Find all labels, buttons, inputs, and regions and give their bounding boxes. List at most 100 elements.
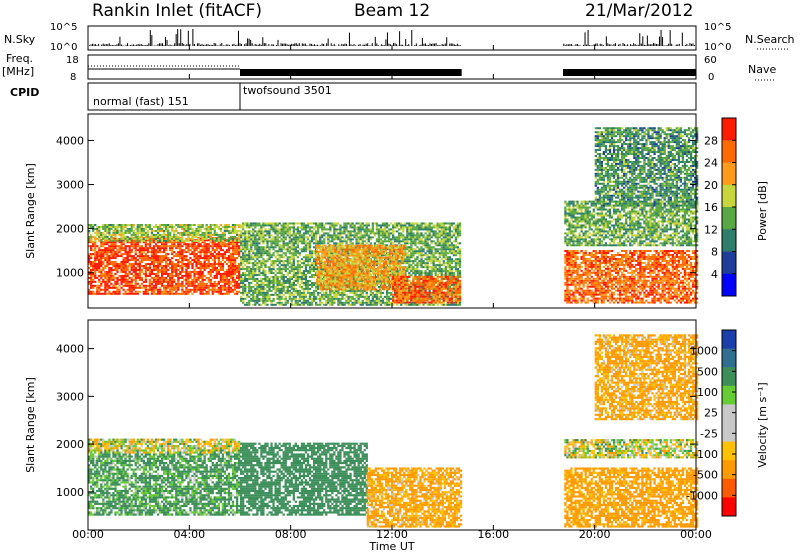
heatmap-cell xyxy=(313,258,315,260)
heatmap-cell xyxy=(157,251,159,253)
heatmap-cell xyxy=(228,238,230,240)
heatmap-cell xyxy=(151,269,153,271)
heatmap-cell xyxy=(313,276,315,278)
heatmap-cell xyxy=(264,222,266,224)
heatmap-cell xyxy=(167,279,169,281)
heatmap-cell xyxy=(303,302,305,304)
heatmap-cell xyxy=(153,247,155,249)
cpid-mode-2: twofsound 3501 xyxy=(243,84,332,97)
heatmap-cell xyxy=(295,268,297,270)
heatmap-cell xyxy=(212,285,214,287)
heatmap-cell xyxy=(191,240,193,242)
heatmap-cell xyxy=(372,304,374,306)
heatmap-cell xyxy=(157,293,159,295)
heatmap-cell xyxy=(98,269,100,271)
heatmap-cell xyxy=(122,238,124,240)
heatmap-cell xyxy=(293,274,295,276)
heatmap-cell xyxy=(98,228,100,230)
heatmap-cell xyxy=(279,294,281,296)
heatmap-cell xyxy=(366,234,368,236)
heatmap-cell xyxy=(283,268,285,270)
heatmap-cell xyxy=(131,251,133,253)
heatmap-cell xyxy=(163,255,165,257)
heatmap-cell xyxy=(193,240,195,242)
heatmap-cell xyxy=(161,224,163,226)
heatmap-cell xyxy=(114,243,116,245)
heatmap-cell xyxy=(230,271,232,273)
heatmap-cell xyxy=(161,269,163,271)
heatmap-cell xyxy=(163,240,165,242)
heatmap-cell xyxy=(339,230,341,232)
heatmap-cell xyxy=(127,283,129,285)
heatmap-cell xyxy=(321,294,323,296)
heatmap-cell xyxy=(262,274,264,276)
heatmap-cell xyxy=(228,285,230,287)
heatmap-cell xyxy=(325,302,327,304)
heatmap-cell xyxy=(283,252,285,254)
heatmap-cell xyxy=(307,272,309,274)
heatmap-cell xyxy=(137,241,139,243)
heatmap-cell xyxy=(189,275,191,277)
heatmap-cell xyxy=(127,269,129,271)
heatmap-cell xyxy=(370,294,372,296)
heatmap-cell xyxy=(268,232,270,234)
heatmap-cell xyxy=(274,290,276,292)
heatmap-cell xyxy=(366,232,368,234)
heatmap-cell xyxy=(224,283,226,285)
heatmap-cell xyxy=(327,228,329,230)
heatmap-cell xyxy=(224,228,226,230)
heatmap-cell xyxy=(234,247,236,249)
heatmap-cell xyxy=(321,302,323,304)
heatmap-cell xyxy=(143,251,145,253)
heatmap-cell xyxy=(112,279,114,281)
heatmap-cell xyxy=(262,252,264,254)
heatmap-cell xyxy=(183,263,185,265)
heatmap-cell xyxy=(246,238,248,240)
heatmap-cell xyxy=(345,240,347,242)
heatmap-cell xyxy=(242,254,244,256)
heatmap-cell xyxy=(303,240,305,242)
heatmap-cell xyxy=(131,234,133,236)
heatmap-cell xyxy=(112,285,114,287)
heatmap-cell xyxy=(118,230,120,232)
heatmap-cell xyxy=(137,228,139,230)
heatmap-cell xyxy=(199,265,201,267)
heatmap-cell xyxy=(131,257,133,259)
heatmap-cell xyxy=(195,236,197,238)
heatmap-cell xyxy=(358,238,360,240)
heatmap-cell xyxy=(287,230,289,232)
heatmap-cell xyxy=(295,292,297,294)
heatmap-cell xyxy=(210,255,212,257)
heatmap-cell xyxy=(372,292,374,294)
heatmap-cell xyxy=(127,236,129,238)
heatmap-cell xyxy=(315,286,317,288)
heatmap-cell xyxy=(98,293,100,295)
heatmap-cell xyxy=(96,232,98,234)
heatmap-cell xyxy=(258,286,260,288)
heatmap-cell xyxy=(124,293,126,295)
heatmap-cell xyxy=(254,224,256,226)
heatmap-cell xyxy=(281,296,283,298)
heatmap-cell xyxy=(155,238,157,240)
heatmap-cell xyxy=(339,228,341,230)
heatmap-cell xyxy=(287,262,289,264)
heatmap-cell xyxy=(165,243,167,245)
heatmap-cell xyxy=(244,252,246,254)
heatmap-cell xyxy=(131,236,133,238)
heatmap-cell xyxy=(206,236,208,238)
heatmap-cell xyxy=(380,232,382,234)
heatmap-cell xyxy=(236,230,238,232)
heatmap-cell xyxy=(262,250,264,252)
heatmap-cell xyxy=(256,264,258,266)
heatmap-cell xyxy=(214,257,216,259)
heatmap-cell xyxy=(289,266,291,268)
heatmap-cell xyxy=(339,298,341,300)
heatmap-cell xyxy=(244,250,246,252)
heatmap-cell xyxy=(226,287,228,289)
heatmap-cell xyxy=(276,224,278,226)
heatmap-cell xyxy=(307,256,309,258)
heatmap-cell xyxy=(262,238,264,240)
heatmap-cell xyxy=(305,232,307,234)
heatmap-cell xyxy=(297,278,299,280)
heatmap-cell xyxy=(216,271,218,273)
